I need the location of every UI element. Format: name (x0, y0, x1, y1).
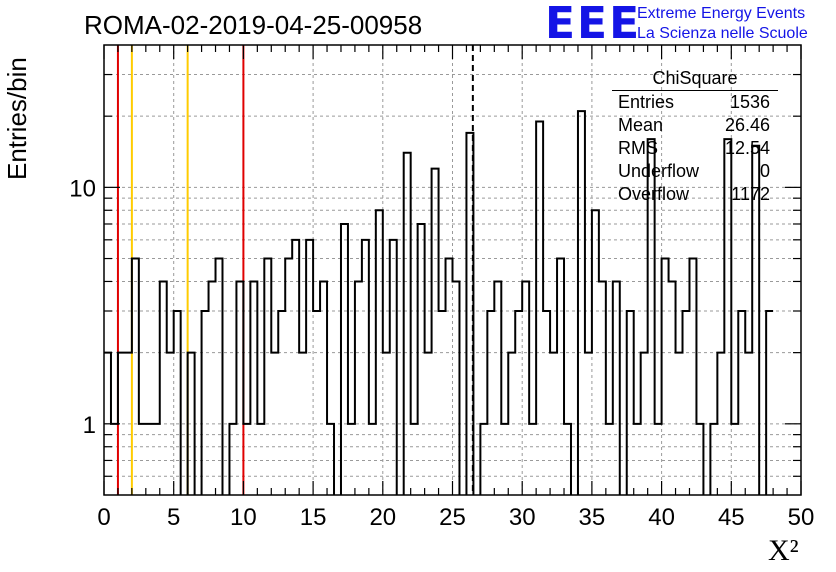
stats-label: Mean (618, 115, 664, 135)
logo-caption-line1: Extreme Energy Events (637, 5, 806, 22)
x-tick-label: 45 (718, 504, 745, 531)
stats-label: Overflow (618, 184, 690, 204)
x-tick-label: 5 (167, 504, 180, 531)
x-axis-label: X² (768, 534, 799, 567)
logo-caption-line2: La Scienza nelle Scuole (637, 25, 808, 42)
stats-row-overflow: Overflow 1172 (612, 183, 778, 206)
y-tick-label: 10 (69, 175, 96, 202)
stats-box: ChiSquare Entries 1536 Mean 26.46 RMS 12.54… (612, 66, 778, 206)
stats-title: ChiSquare (612, 66, 778, 91)
stats-row-entries: Entries 1536 (612, 91, 778, 114)
grid-lines (104, 45, 801, 495)
x-tick-label: 50 (788, 504, 815, 531)
x-tick-label: 40 (648, 504, 675, 531)
stats-label: Entries (618, 92, 675, 112)
x-tick-label: 10 (230, 504, 257, 531)
chart-title: ROMA-02-2019-04-25-00958 (84, 10, 423, 40)
stats-value: 12.54 (724, 138, 770, 158)
stats-row-mean: Mean 26.46 (612, 114, 778, 137)
stats-row-rms: RMS 12.54 (612, 137, 778, 160)
x-tick-label: 35 (579, 504, 606, 531)
eee-logo: EEE (545, 0, 642, 49)
axis-ticks: 0 5 10 15 20 25 30 35 40 45 50 1 10 (69, 45, 814, 531)
y-axis-label: Entries/bin (2, 57, 32, 180)
histogram-outline (104, 110, 774, 495)
x-tick-label: 30 (509, 504, 536, 531)
stats-value: 26.46 (724, 115, 770, 135)
marker-lines (116, 45, 474, 495)
x-tick-label: 0 (97, 504, 110, 531)
stats-row-underflow: Underflow 0 (612, 160, 778, 183)
x-tick-label: 20 (369, 504, 396, 531)
x-tick-label: 15 (300, 504, 327, 531)
x-tick-label: 25 (439, 504, 466, 531)
stats-value: 1536 (729, 92, 770, 112)
stats-value: 1172 (731, 184, 770, 204)
stats-label: RMS (618, 138, 658, 158)
stats-label: Underflow (618, 161, 700, 181)
stats-value: 0 (759, 161, 770, 181)
logo-caption: Extreme Energy Events La Scienza nelle S… (637, 4, 808, 44)
y-tick-label: 1 (83, 412, 96, 439)
